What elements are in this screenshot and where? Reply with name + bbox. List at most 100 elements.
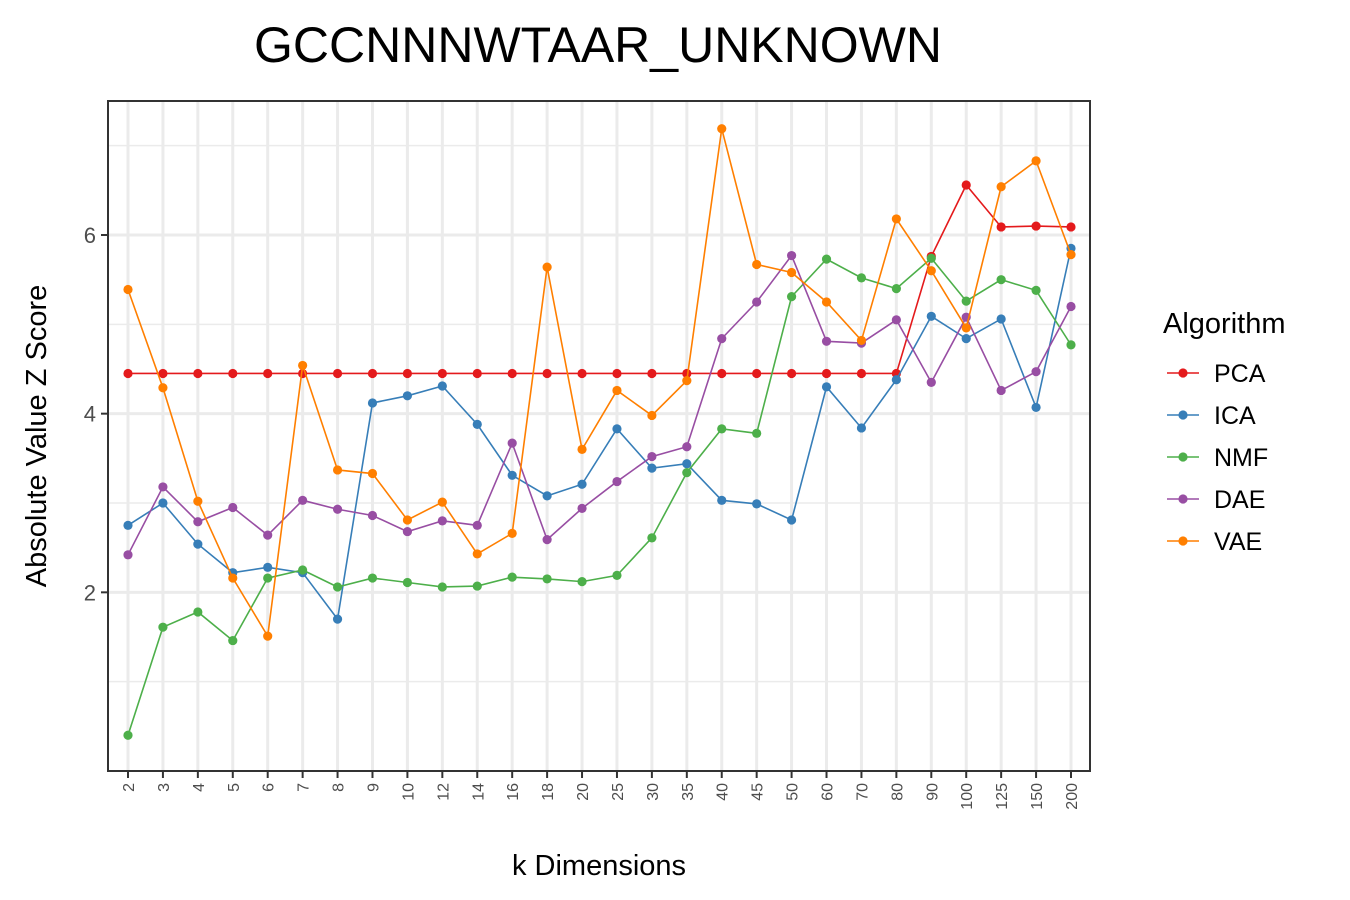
data-point xyxy=(647,410,657,421)
series-nmf xyxy=(123,253,1076,740)
data-point xyxy=(298,360,308,371)
series-pca xyxy=(123,180,1076,379)
data-point xyxy=(158,383,168,393)
plot-background xyxy=(108,101,1090,771)
data-point xyxy=(123,730,133,740)
data-point xyxy=(752,297,762,307)
data-point xyxy=(367,510,378,521)
data-point xyxy=(996,314,1006,324)
data-point xyxy=(367,398,378,408)
data-point xyxy=(542,262,552,272)
data-point xyxy=(123,550,133,560)
data-point xyxy=(786,515,797,525)
legend-key-point xyxy=(1178,536,1188,546)
series-layer xyxy=(123,124,1076,740)
data-point xyxy=(472,419,482,429)
data-point xyxy=(193,539,203,549)
data-point xyxy=(158,482,168,492)
data-point xyxy=(1031,402,1041,413)
data-point xyxy=(821,382,832,392)
data-point xyxy=(402,391,413,401)
legend-label-vae: VAE xyxy=(1214,528,1262,556)
legend: Algorithm PCA ICA NMF DAE VAE xyxy=(1163,308,1286,556)
data-point xyxy=(193,517,203,527)
data-point xyxy=(542,368,552,379)
data-point xyxy=(507,368,517,379)
grid-lines xyxy=(108,101,1090,772)
data-point xyxy=(158,368,168,379)
data-point xyxy=(402,526,413,537)
data-point xyxy=(437,497,447,507)
x-tick-label: 80 xyxy=(889,783,906,801)
data-point xyxy=(821,254,832,264)
x-tick-label: 16 xyxy=(505,783,522,801)
data-point xyxy=(123,284,133,295)
legend-label-nmf: NMF xyxy=(1214,444,1268,472)
x-tick-label: 60 xyxy=(820,783,837,801)
data-point xyxy=(193,496,203,506)
legend-key-point xyxy=(1178,452,1188,462)
data-point xyxy=(472,520,482,530)
data-point xyxy=(1066,301,1076,312)
data-point xyxy=(786,292,797,302)
data-point xyxy=(228,368,238,379)
data-point xyxy=(542,574,552,584)
data-point xyxy=(298,495,308,505)
x-tick-label: 150 xyxy=(1029,783,1046,810)
data-point xyxy=(577,577,587,587)
x-axis-label: k Dimensions xyxy=(512,850,686,882)
x-tick-label: 25 xyxy=(610,783,627,801)
plot-border xyxy=(107,100,1091,772)
data-point xyxy=(1066,222,1076,232)
legend-label-ica: ICA xyxy=(1214,402,1256,430)
data-point xyxy=(682,459,692,469)
legend-label-pca: PCA xyxy=(1214,360,1266,388)
data-point xyxy=(856,423,867,433)
data-point xyxy=(472,368,482,379)
data-point xyxy=(367,468,378,479)
x-tick-label: 45 xyxy=(750,783,767,801)
data-point xyxy=(717,334,727,344)
data-point xyxy=(332,368,343,379)
data-point xyxy=(682,468,692,478)
data-point xyxy=(577,503,587,513)
data-point xyxy=(577,444,587,454)
x-tick-label: 100 xyxy=(959,783,976,810)
x-tick-label: 40 xyxy=(715,783,732,801)
data-point xyxy=(856,368,867,379)
x-tick-label: 18 xyxy=(540,783,557,801)
data-point xyxy=(717,124,727,134)
data-point xyxy=(263,530,273,540)
data-point xyxy=(577,479,587,489)
data-point xyxy=(437,582,447,592)
series-line-dae xyxy=(127,253,1072,556)
series-line-pca xyxy=(128,183,1072,375)
data-point xyxy=(193,368,203,379)
x-tick-label: 90 xyxy=(924,783,941,801)
data-point xyxy=(193,607,203,617)
data-point xyxy=(891,315,901,325)
data-point xyxy=(961,323,971,333)
data-point xyxy=(123,520,133,530)
data-point xyxy=(752,499,762,509)
data-point xyxy=(158,498,168,508)
legend-title: Algorithm xyxy=(1163,308,1286,340)
data-point xyxy=(717,495,727,505)
data-point xyxy=(367,368,378,379)
series-dae xyxy=(123,250,1076,560)
legend-label-dae: DAE xyxy=(1214,486,1265,514)
x-tick-label: 30 xyxy=(645,783,662,801)
data-point xyxy=(472,581,482,591)
y-tick-label: 4 xyxy=(84,402,96,427)
data-point xyxy=(437,516,447,526)
data-point xyxy=(437,368,447,379)
data-point xyxy=(1031,367,1041,377)
x-tick-label: 6 xyxy=(261,783,278,792)
y-tick-label: 6 xyxy=(84,223,96,248)
series-line-ica xyxy=(127,248,1072,622)
x-tick-label: 4 xyxy=(191,783,208,792)
data-point xyxy=(891,214,901,224)
data-point xyxy=(612,424,622,434)
data-point xyxy=(1031,156,1041,166)
